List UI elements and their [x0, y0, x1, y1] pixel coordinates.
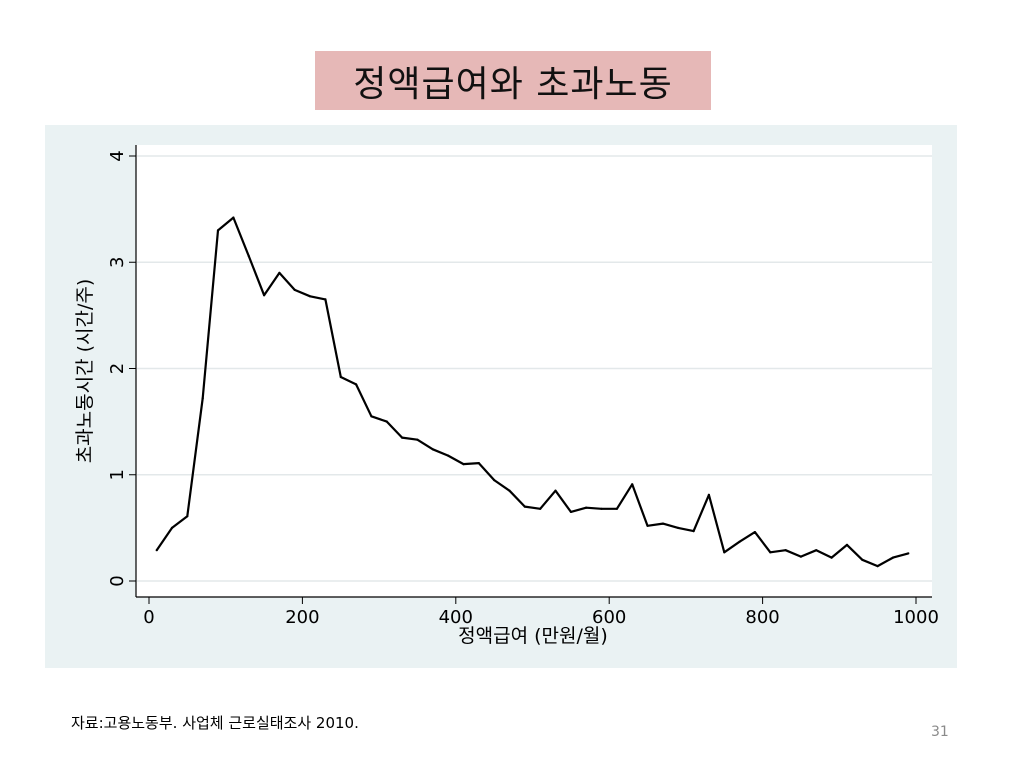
data-point — [907, 552, 910, 555]
data-point — [891, 556, 895, 559]
x-tick-label: 0 — [143, 607, 154, 628]
series-line — [155, 216, 909, 568]
data-point — [707, 493, 711, 496]
line-chart: 0 1 2 3 4 0 200 400 600 800 1000 정액급여 (만원/월) 초과노동… — [74, 145, 939, 647]
data-point — [247, 254, 250, 257]
data-point — [753, 531, 757, 534]
x-axis-ticks: 0 200 400 600 800 1000 — [143, 597, 939, 628]
data-point — [523, 505, 526, 508]
data-point — [309, 295, 312, 298]
data-point — [799, 555, 803, 558]
source-note: 자료:고용노동부. 사업체 근로실태조사 2010. — [71, 714, 359, 732]
data-point — [554, 489, 557, 492]
data-point — [569, 510, 573, 513]
data-point — [186, 515, 189, 518]
data-point — [615, 507, 619, 510]
data-point — [324, 298, 327, 301]
data-point — [293, 288, 296, 291]
data-point — [692, 530, 695, 533]
data-point — [845, 543, 849, 546]
data-point — [861, 558, 864, 561]
data-point — [170, 526, 174, 529]
data-point — [600, 507, 603, 510]
data-point — [815, 549, 818, 552]
data-point — [738, 540, 741, 543]
data-point — [646, 524, 649, 527]
data-point — [355, 383, 358, 386]
data-point — [232, 216, 235, 219]
y-tick-label: 4 — [107, 150, 128, 161]
data-point — [539, 507, 542, 510]
x-tick-label: 200 — [285, 607, 319, 628]
data-point — [677, 526, 680, 529]
x-tick-label: 1000 — [893, 607, 939, 628]
data-point — [155, 549, 158, 552]
data-point — [508, 489, 511, 492]
y-tick-label: 0 — [107, 575, 128, 586]
y-tick-label: 3 — [107, 257, 128, 268]
series-layer — [155, 216, 910, 568]
page-number: 31 — [931, 724, 949, 740]
data-point — [263, 294, 266, 297]
data-point — [769, 551, 772, 554]
data-point — [416, 438, 419, 441]
slide-title: 정액급여와 초과노동 — [315, 51, 711, 110]
data-point — [830, 556, 833, 559]
data-point — [216, 229, 220, 232]
data-point — [447, 454, 450, 457]
plot-area — [136, 145, 932, 597]
x-tick-label: 800 — [745, 607, 779, 628]
data-point — [278, 271, 281, 274]
x-tick-label: 400 — [439, 607, 473, 628]
y-axis-label: 초과노동시간 (시간/주) — [74, 279, 96, 464]
y-tick-label: 2 — [107, 363, 128, 374]
grid-lines — [137, 155, 932, 582]
chart-panel: 0 1 2 3 4 0 200 400 600 800 1000 정액급여 (만원/월) 초과노동… — [45, 125, 957, 668]
data-point — [431, 448, 434, 451]
x-tick-label: 600 — [592, 607, 626, 628]
data-point — [876, 565, 879, 568]
data-point — [385, 420, 388, 423]
data-point — [201, 397, 204, 400]
data-point — [477, 462, 480, 465]
data-point — [493, 479, 496, 482]
data-point — [370, 415, 373, 418]
data-point — [401, 436, 404, 439]
data-point — [462, 463, 465, 466]
data-point — [585, 506, 588, 509]
y-axis-ticks: 0 1 2 3 4 — [107, 150, 136, 587]
data-point — [661, 522, 665, 525]
x-axis-label: 정액급여 (만원/월) — [458, 625, 608, 647]
data-point — [784, 549, 787, 552]
y-tick-label: 1 — [107, 469, 128, 480]
data-point — [339, 375, 342, 379]
data-point — [631, 483, 634, 486]
data-point — [723, 551, 726, 554]
